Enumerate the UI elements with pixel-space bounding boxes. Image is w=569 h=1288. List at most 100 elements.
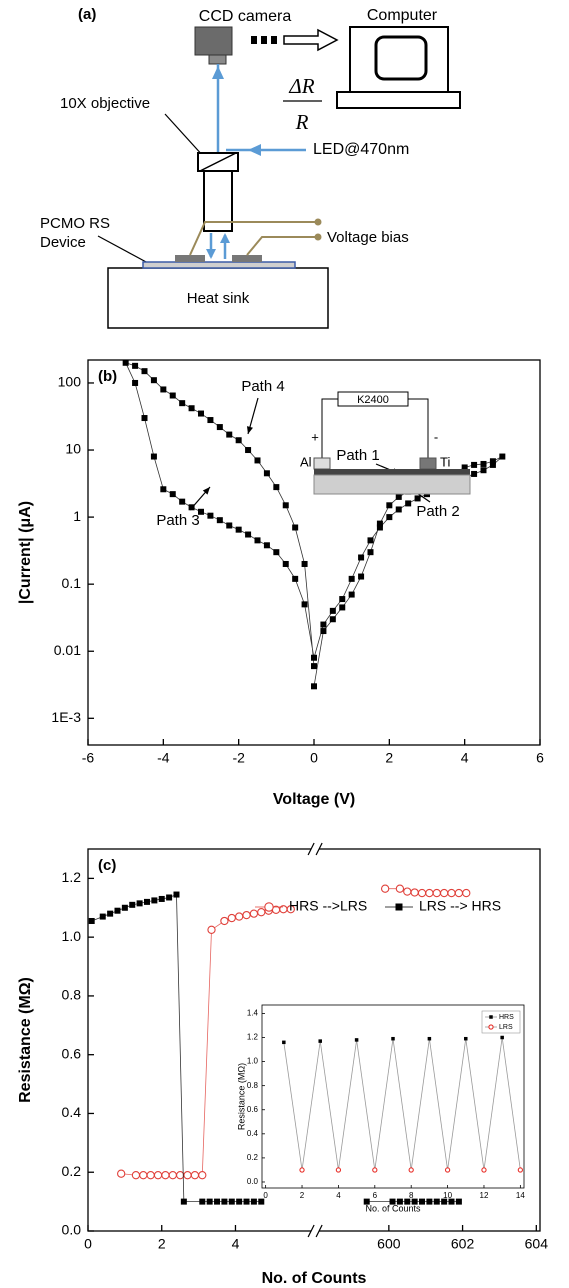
marker	[122, 359, 129, 366]
axis-break	[307, 842, 315, 856]
marker	[410, 888, 419, 897]
marker	[227, 913, 236, 923]
marker	[99, 913, 106, 920]
camera-lens	[208, 54, 227, 65]
marker	[358, 573, 365, 580]
y-tick-label: 1.2	[247, 1033, 259, 1042]
y-tick-label: 0.8	[62, 987, 82, 1003]
marker	[88, 917, 95, 924]
x-tick-label: 10	[443, 1191, 452, 1200]
marker	[179, 400, 186, 407]
marker	[245, 447, 252, 454]
x-tick-label: -6	[82, 750, 95, 766]
marker	[282, 560, 289, 567]
marker	[263, 470, 270, 477]
polarity: +	[311, 429, 319, 444]
heat-sink	[107, 267, 329, 329]
marker	[158, 895, 165, 902]
marker	[471, 461, 478, 468]
marker	[358, 554, 365, 561]
marker	[376, 524, 383, 531]
polarity: -	[434, 429, 438, 444]
marker	[464, 1036, 468, 1041]
marker	[160, 486, 167, 493]
contact	[313, 457, 331, 470]
x-axis-label: No. of Counts	[262, 1270, 367, 1287]
marker	[395, 903, 403, 911]
camera	[194, 26, 233, 56]
marker	[257, 908, 266, 917]
marker	[517, 1167, 524, 1173]
marker	[372, 1167, 378, 1173]
marker	[489, 1015, 493, 1019]
connector	[319, 1041, 339, 1170]
marker	[411, 1198, 418, 1205]
marker	[117, 1169, 126, 1178]
marker	[329, 607, 336, 614]
marker	[143, 898, 150, 905]
marker	[161, 1171, 170, 1180]
x-tick-label: 0	[263, 1191, 268, 1200]
marker	[367, 549, 374, 556]
marker	[258, 1198, 265, 1205]
marker	[376, 520, 383, 527]
marker	[395, 506, 402, 513]
marker	[367, 537, 374, 544]
marker	[311, 663, 317, 670]
marker	[339, 596, 346, 603]
marker	[381, 884, 390, 893]
marker	[299, 1167, 305, 1173]
marker	[318, 1039, 322, 1043]
x-axis-label: No. of Counts	[365, 1203, 421, 1213]
marker	[292, 524, 299, 531]
marker	[396, 1198, 403, 1205]
marker	[461, 464, 468, 471]
y-tick-label: 100	[58, 374, 82, 390]
marker	[444, 1167, 451, 1173]
y-axis-label: Resistance (MΩ)	[236, 1063, 246, 1130]
y-tick-label: 0.0	[62, 1222, 82, 1238]
connector	[410, 1038, 430, 1170]
connector	[428, 1038, 448, 1170]
marker	[129, 901, 136, 908]
x-tick-label: -4	[157, 750, 170, 766]
marker	[168, 1171, 177, 1180]
marker	[263, 542, 270, 549]
marker	[311, 683, 317, 690]
marker	[425, 888, 434, 898]
marker	[173, 891, 180, 898]
marker	[198, 508, 204, 515]
wire	[189, 221, 318, 256]
x-tick-label: 0	[84, 1236, 92, 1252]
marker	[403, 887, 412, 896]
connector	[483, 1037, 503, 1170]
marker	[132, 379, 139, 386]
arrowhead	[246, 426, 253, 434]
y-tick-label: 1.2	[62, 869, 82, 885]
marker	[395, 493, 402, 500]
marker	[151, 897, 158, 904]
legend-label: HRS	[499, 1014, 514, 1021]
marker	[150, 453, 157, 460]
axis-break	[315, 1224, 323, 1238]
marker	[206, 1198, 213, 1205]
marker	[481, 1167, 487, 1173]
y-tick-label: 1	[73, 508, 81, 524]
marker	[169, 491, 176, 498]
marker	[216, 517, 223, 524]
terminal	[314, 218, 322, 226]
y-axis-label: Resistance (MΩ)	[17, 977, 34, 1103]
marker	[301, 601, 308, 608]
contact-label: Ti	[440, 454, 450, 469]
connector	[356, 1039, 376, 1170]
marker	[348, 575, 355, 582]
y-tick-label: 0.1	[62, 575, 82, 591]
marker	[121, 904, 128, 911]
legend-label: LRS --> HRS	[419, 898, 501, 914]
legend-label: LRS	[499, 1024, 513, 1031]
x-tick-label: 2	[300, 1191, 305, 1200]
objective-label: 10X objective	[60, 95, 150, 112]
marker	[386, 502, 393, 509]
